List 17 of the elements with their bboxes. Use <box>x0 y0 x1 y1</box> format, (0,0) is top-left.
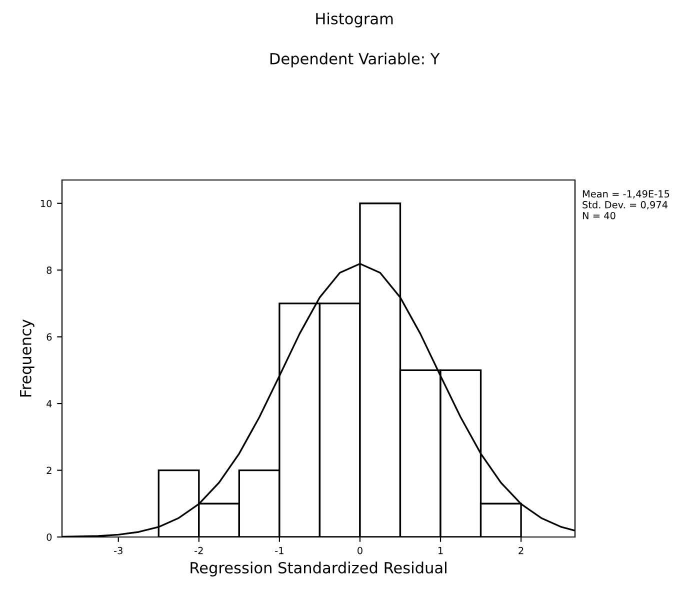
x-tick-label: 2 <box>518 546 524 554</box>
x-tick-label: 1 <box>438 547 443 554</box>
y-axis-title: Frequency <box>20 319 34 396</box>
chart-subtitle: Dependent Variable: Y <box>270 52 440 68</box>
x-tick-label: 0 <box>358 546 362 554</box>
y-tick-label: 4 <box>46 400 52 408</box>
y-tick-label: 2 <box>46 466 52 474</box>
y-tick-label: 6 <box>46 333 52 341</box>
y-tick-label: 8 <box>46 266 52 274</box>
x-axis-title: Regression Standardized Residual <box>190 562 446 576</box>
x-tick-label: -2 <box>194 546 203 554</box>
x-tick-label: -3 <box>114 546 122 554</box>
chart-title: Histogram <box>316 12 393 28</box>
x-tick-label: -1 <box>275 547 284 554</box>
y-tick-label: 10 <box>40 200 52 208</box>
y-tick-label: 0 <box>46 533 52 541</box>
text: Mean = -1,49E-15 Std. Dev. = 0,974 N = 40 <box>582 190 670 220</box>
